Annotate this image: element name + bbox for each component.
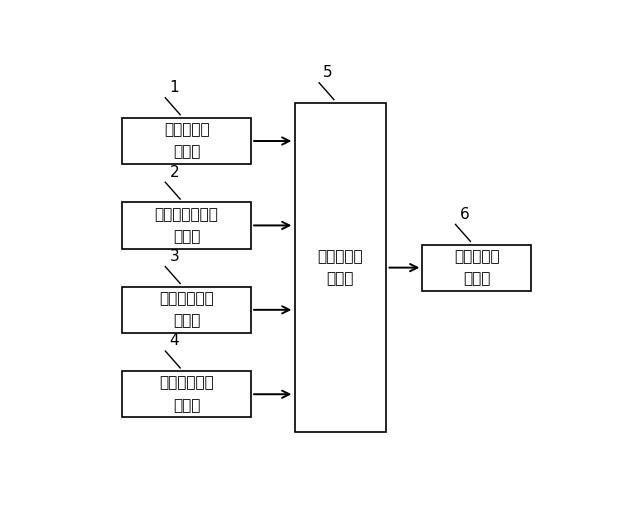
Text: 4: 4: [170, 334, 179, 349]
Text: 使用電力量
入力部: 使用電力量 入力部: [164, 123, 209, 160]
Bar: [122, 203, 251, 248]
Bar: [122, 371, 251, 418]
Text: 用途別空間情報
入力部: 用途別空間情報 入力部: [155, 207, 219, 244]
Bar: [122, 118, 251, 164]
Bar: [294, 103, 387, 432]
Text: 6: 6: [460, 207, 469, 222]
Text: 使用電力量
出力部: 使用電力量 出力部: [454, 249, 500, 286]
Text: 2: 2: [170, 164, 179, 180]
Bar: [422, 244, 531, 291]
Text: 3: 3: [170, 249, 179, 264]
Bar: [122, 287, 251, 333]
Text: 5: 5: [323, 65, 333, 80]
Text: 使用電力量
計算部: 使用電力量 計算部: [317, 249, 364, 286]
Text: 1: 1: [170, 80, 179, 95]
Text: 設備機器情報
入力部: 設備機器情報 入力部: [159, 291, 214, 328]
Text: 外気温度情報
入力部: 外気温度情報 入力部: [159, 376, 214, 413]
